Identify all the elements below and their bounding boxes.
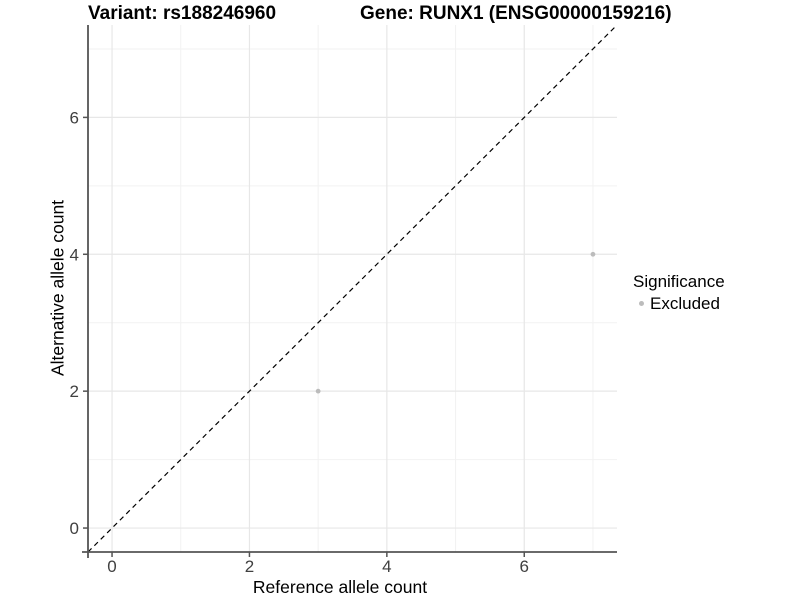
y-tick-label: 2 [70,382,79,401]
data-point [315,388,321,394]
y-axis-title: Alternative allele count [47,199,68,377]
y-tick-label: 4 [70,245,79,264]
x-tick-label: 6 [520,557,529,576]
y-tick-label: 0 [70,519,79,538]
data-point [590,251,596,257]
legend-entry-excluded: Excluded [633,294,725,313]
gene-title: Gene: RUNX1 (ENSG00000159216) [360,3,672,24]
y-tick-label: 6 [70,108,79,127]
x-tick-label: 0 [107,557,116,576]
x-axis-title: Reference allele count [252,577,428,597]
variant-title: Variant: rs188246960 [88,3,277,24]
legend-entry-label: Excluded [650,294,720,313]
x-tick-label: 2 [245,557,254,576]
x-tick-label: 4 [382,557,391,576]
identity-line [87,24,618,553]
legend: Significance Excluded [633,271,725,313]
legend-title: Significance [633,272,725,291]
excluded-point-icon [639,301,644,306]
